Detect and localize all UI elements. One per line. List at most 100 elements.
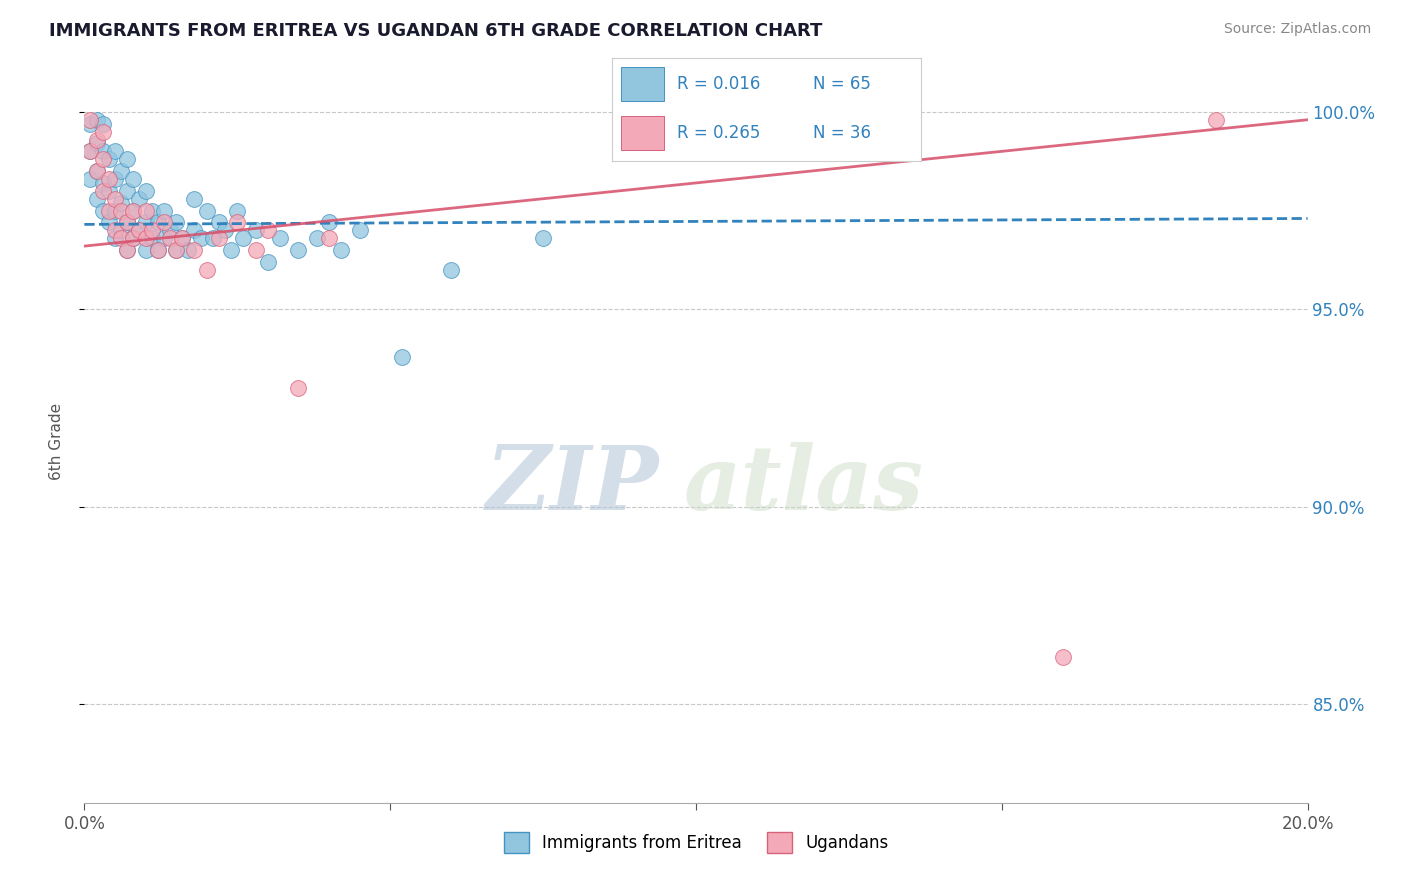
- Point: [146, 243, 169, 257]
- Point: [86, 192, 108, 206]
- Point: [214, 223, 236, 237]
- Point: [104, 231, 127, 245]
- Point: [86, 164, 108, 178]
- Text: N = 36: N = 36: [813, 124, 870, 143]
- Point: [146, 243, 169, 257]
- Point: [245, 223, 267, 237]
- Point: [305, 231, 328, 245]
- Point: [269, 231, 291, 245]
- Point: [91, 145, 114, 159]
- Text: Source: ZipAtlas.com: Source: ZipAtlas.com: [1223, 22, 1371, 37]
- Point: [190, 231, 212, 245]
- Point: [122, 172, 145, 186]
- Point: [232, 231, 254, 245]
- Bar: [621, 117, 664, 150]
- Point: [141, 231, 163, 245]
- Point: [201, 231, 224, 245]
- Point: [208, 215, 231, 229]
- Point: [159, 223, 181, 237]
- Point: [86, 132, 108, 146]
- Point: [110, 223, 132, 237]
- Point: [153, 203, 176, 218]
- Point: [141, 223, 163, 237]
- Point: [91, 184, 114, 198]
- Point: [79, 112, 101, 127]
- Point: [91, 125, 114, 139]
- Point: [440, 262, 463, 277]
- Y-axis label: 6th Grade: 6th Grade: [49, 403, 63, 480]
- Point: [1205, 112, 1227, 127]
- Point: [110, 164, 132, 178]
- Point: [104, 172, 127, 186]
- Point: [391, 350, 413, 364]
- Point: [122, 231, 145, 245]
- Point: [257, 223, 280, 237]
- Point: [97, 184, 120, 198]
- Point: [153, 215, 176, 229]
- Text: IMMIGRANTS FROM ERITREA VS UGANDAN 6TH GRADE CORRELATION CHART: IMMIGRANTS FROM ERITREA VS UGANDAN 6TH G…: [49, 22, 823, 40]
- Point: [330, 243, 353, 257]
- Point: [104, 223, 127, 237]
- Point: [141, 203, 163, 218]
- Point: [219, 243, 242, 257]
- Point: [91, 176, 114, 190]
- Point: [153, 231, 176, 245]
- Point: [122, 231, 145, 245]
- Point: [91, 153, 114, 167]
- Point: [115, 184, 138, 198]
- Point: [183, 223, 205, 237]
- Point: [208, 231, 231, 245]
- Point: [287, 381, 309, 395]
- Point: [79, 172, 101, 186]
- Point: [110, 203, 132, 218]
- Bar: [621, 67, 664, 101]
- Point: [128, 223, 150, 237]
- Point: [135, 243, 157, 257]
- Point: [183, 243, 205, 257]
- Point: [115, 243, 138, 257]
- Point: [104, 203, 127, 218]
- Point: [97, 215, 120, 229]
- Point: [97, 172, 120, 186]
- Text: R = 0.265: R = 0.265: [676, 124, 759, 143]
- Point: [195, 262, 218, 277]
- Point: [79, 145, 101, 159]
- Point: [104, 192, 127, 206]
- Point: [172, 231, 194, 245]
- Point: [349, 223, 371, 237]
- Point: [183, 192, 205, 206]
- Point: [115, 215, 138, 229]
- Point: [135, 215, 157, 229]
- Point: [165, 215, 187, 229]
- Point: [245, 243, 267, 257]
- Text: R = 0.016: R = 0.016: [676, 75, 759, 93]
- Point: [86, 112, 108, 127]
- Point: [531, 231, 554, 245]
- Point: [135, 231, 157, 245]
- Point: [165, 243, 187, 257]
- Point: [226, 215, 249, 229]
- Point: [318, 215, 340, 229]
- Point: [86, 136, 108, 151]
- Point: [177, 243, 200, 257]
- Point: [257, 255, 280, 269]
- Point: [128, 223, 150, 237]
- Point: [110, 231, 132, 245]
- Point: [287, 243, 309, 257]
- Point: [318, 231, 340, 245]
- Point: [226, 203, 249, 218]
- Point: [195, 203, 218, 218]
- Point: [79, 145, 101, 159]
- Point: [172, 231, 194, 245]
- Point: [128, 192, 150, 206]
- Point: [1052, 649, 1074, 664]
- Point: [135, 203, 157, 218]
- Point: [91, 203, 114, 218]
- Point: [115, 153, 138, 167]
- Point: [159, 231, 181, 245]
- Point: [79, 117, 101, 131]
- Point: [115, 215, 138, 229]
- Point: [110, 195, 132, 210]
- Point: [97, 153, 120, 167]
- Point: [115, 243, 138, 257]
